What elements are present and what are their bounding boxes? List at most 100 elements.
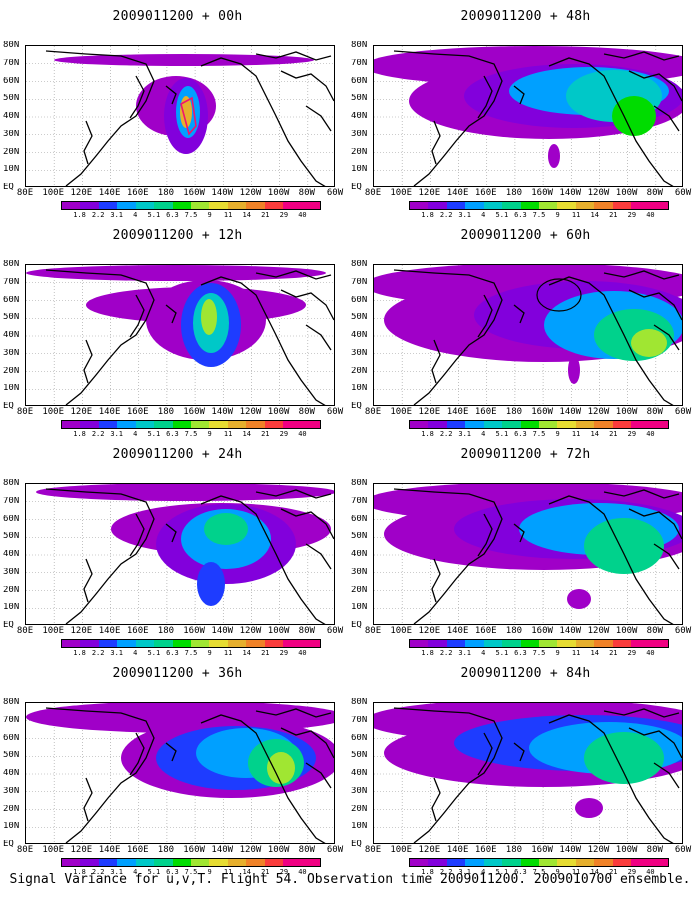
colorbar-swatch xyxy=(80,202,99,209)
variance-contour-fill xyxy=(584,732,664,784)
variance-contour-fill xyxy=(54,54,314,66)
colorbar-swatch xyxy=(283,859,302,866)
colorbar-value: 4 xyxy=(133,211,138,219)
colorbar-value: 3.1 xyxy=(110,211,124,219)
colorbar-value: 40 xyxy=(646,868,655,876)
colorbar-value: 40 xyxy=(298,430,307,438)
colorbar-value: 11 xyxy=(223,649,233,657)
latitude-label: 10N xyxy=(3,603,20,613)
colorbar-swatch xyxy=(446,859,466,866)
latitude-label: 70N xyxy=(351,496,368,506)
colorbar-swatch xyxy=(557,640,576,647)
colorbar-swatch xyxy=(557,202,576,209)
longitude-label: 120W xyxy=(239,188,262,198)
map-panel: 2009011200 + 24h 80N 70N 60N 50N 40N 30N 20N 10N… xyxy=(3,443,350,661)
longitude-label: 80W xyxy=(298,845,315,855)
latitude-label: 80N xyxy=(351,260,368,269)
colorbar-swatch xyxy=(428,421,447,428)
colorbar-value: 1.8 xyxy=(73,868,86,876)
colorbar-value: 21 xyxy=(609,868,618,876)
colorbar-value: 2.2 xyxy=(439,211,453,219)
colorbar-swatch xyxy=(446,202,466,209)
latitude-label: 80N xyxy=(3,698,20,707)
longitude-label: 180 xyxy=(157,407,175,417)
colorbar-swatch xyxy=(483,202,503,209)
longitude-label: 80E xyxy=(364,626,382,636)
colorbar-swatch xyxy=(428,859,447,866)
colorbar-value: 5.1 xyxy=(495,211,509,219)
colorbar-value: 6.3 xyxy=(514,868,527,876)
longitude-label: 80W xyxy=(646,626,663,636)
latitude-label: 50N xyxy=(351,313,368,323)
longitude-label: 160W xyxy=(531,845,553,855)
longitude-label: 80W xyxy=(298,188,315,198)
colorbar-value: 1.8 xyxy=(73,649,86,657)
colorbar-swatch xyxy=(631,202,650,209)
colorbar xyxy=(61,201,321,210)
longitude-label: 100W xyxy=(615,188,638,198)
coastline xyxy=(653,762,680,789)
variance-contour-fill xyxy=(575,798,603,818)
colorbar-value: 14 xyxy=(590,430,599,438)
panel-title: 2009011200 + 00h xyxy=(112,9,243,24)
longitude-label: 100W xyxy=(267,845,290,855)
flight-track-outline xyxy=(180,96,197,136)
longitude-label: 80W xyxy=(646,188,663,198)
colorbar-value: 2.2 xyxy=(439,430,453,438)
coastline xyxy=(255,489,332,499)
colorbar-swatch xyxy=(575,859,595,866)
colorbar-value: 7.5 xyxy=(532,868,546,876)
latitude-label: 40N xyxy=(351,769,368,778)
colorbar-swatch xyxy=(283,421,302,428)
longitude-label: 160W xyxy=(183,188,205,198)
colorbar-value: 11 xyxy=(571,211,581,219)
coastline xyxy=(280,70,334,102)
colorbar-value: 11 xyxy=(223,868,233,876)
colorbar-swatch xyxy=(538,421,558,428)
map-panel: 2009011200 + 72h 80N 70N 60N 50N 40N 30N 20N 10N… xyxy=(351,443,698,661)
colorbar-swatch xyxy=(410,202,429,209)
colorbar-value: 3.1 xyxy=(110,868,124,876)
latitude-label: 70N xyxy=(351,277,368,287)
coastline xyxy=(83,777,93,822)
colorbar-value: 9 xyxy=(555,649,560,657)
coastline xyxy=(129,294,145,338)
colorbar-swatch xyxy=(410,421,429,428)
colorbar xyxy=(61,639,321,648)
colorbar-value: 7.5 xyxy=(532,211,546,219)
variance-map xyxy=(25,264,335,406)
colorbar-swatch xyxy=(502,421,521,428)
longitude-label: 180 xyxy=(157,626,175,636)
longitude-label: 180 xyxy=(505,845,523,855)
longitude-label: 60W xyxy=(674,626,692,636)
colorbar-swatch xyxy=(631,640,650,647)
colorbar-value: 6.3 xyxy=(514,430,527,438)
coastline xyxy=(431,777,441,822)
coastline xyxy=(129,513,145,557)
colorbar-swatch xyxy=(283,640,302,647)
colorbar-swatch xyxy=(575,202,595,209)
longitude-label: 140W xyxy=(559,626,582,636)
coastline xyxy=(653,543,680,570)
latitude-label: 20N xyxy=(3,804,20,814)
colorbar-value: 9 xyxy=(555,211,560,219)
colorbar-value: 9 xyxy=(207,211,212,219)
latitude-label: 70N xyxy=(3,496,20,506)
latitude-label: EQ xyxy=(351,183,362,192)
latitude-label: 50N xyxy=(3,751,20,761)
longitude-label: 160E xyxy=(126,188,149,198)
longitude-label: 120W xyxy=(587,845,610,855)
map-panel: 2009011200 + 60h 80N 70N 60N 50N 40N 30N 20N 10N… xyxy=(351,224,698,442)
latitude-label: 70N xyxy=(351,715,368,725)
colorbar-value: 21 xyxy=(261,211,270,219)
colorbar-value: 14 xyxy=(242,868,251,876)
colorbar-value: 11 xyxy=(571,868,581,876)
colorbar-value: 40 xyxy=(298,868,307,876)
colorbar-swatch xyxy=(264,202,284,209)
colorbar-swatch xyxy=(246,640,265,647)
coastline xyxy=(628,727,682,759)
coastline xyxy=(45,707,155,843)
colorbar-value: 5.1 xyxy=(147,868,161,876)
longitude-label: 60W xyxy=(326,188,344,198)
latitude-label: EQ xyxy=(351,840,362,849)
